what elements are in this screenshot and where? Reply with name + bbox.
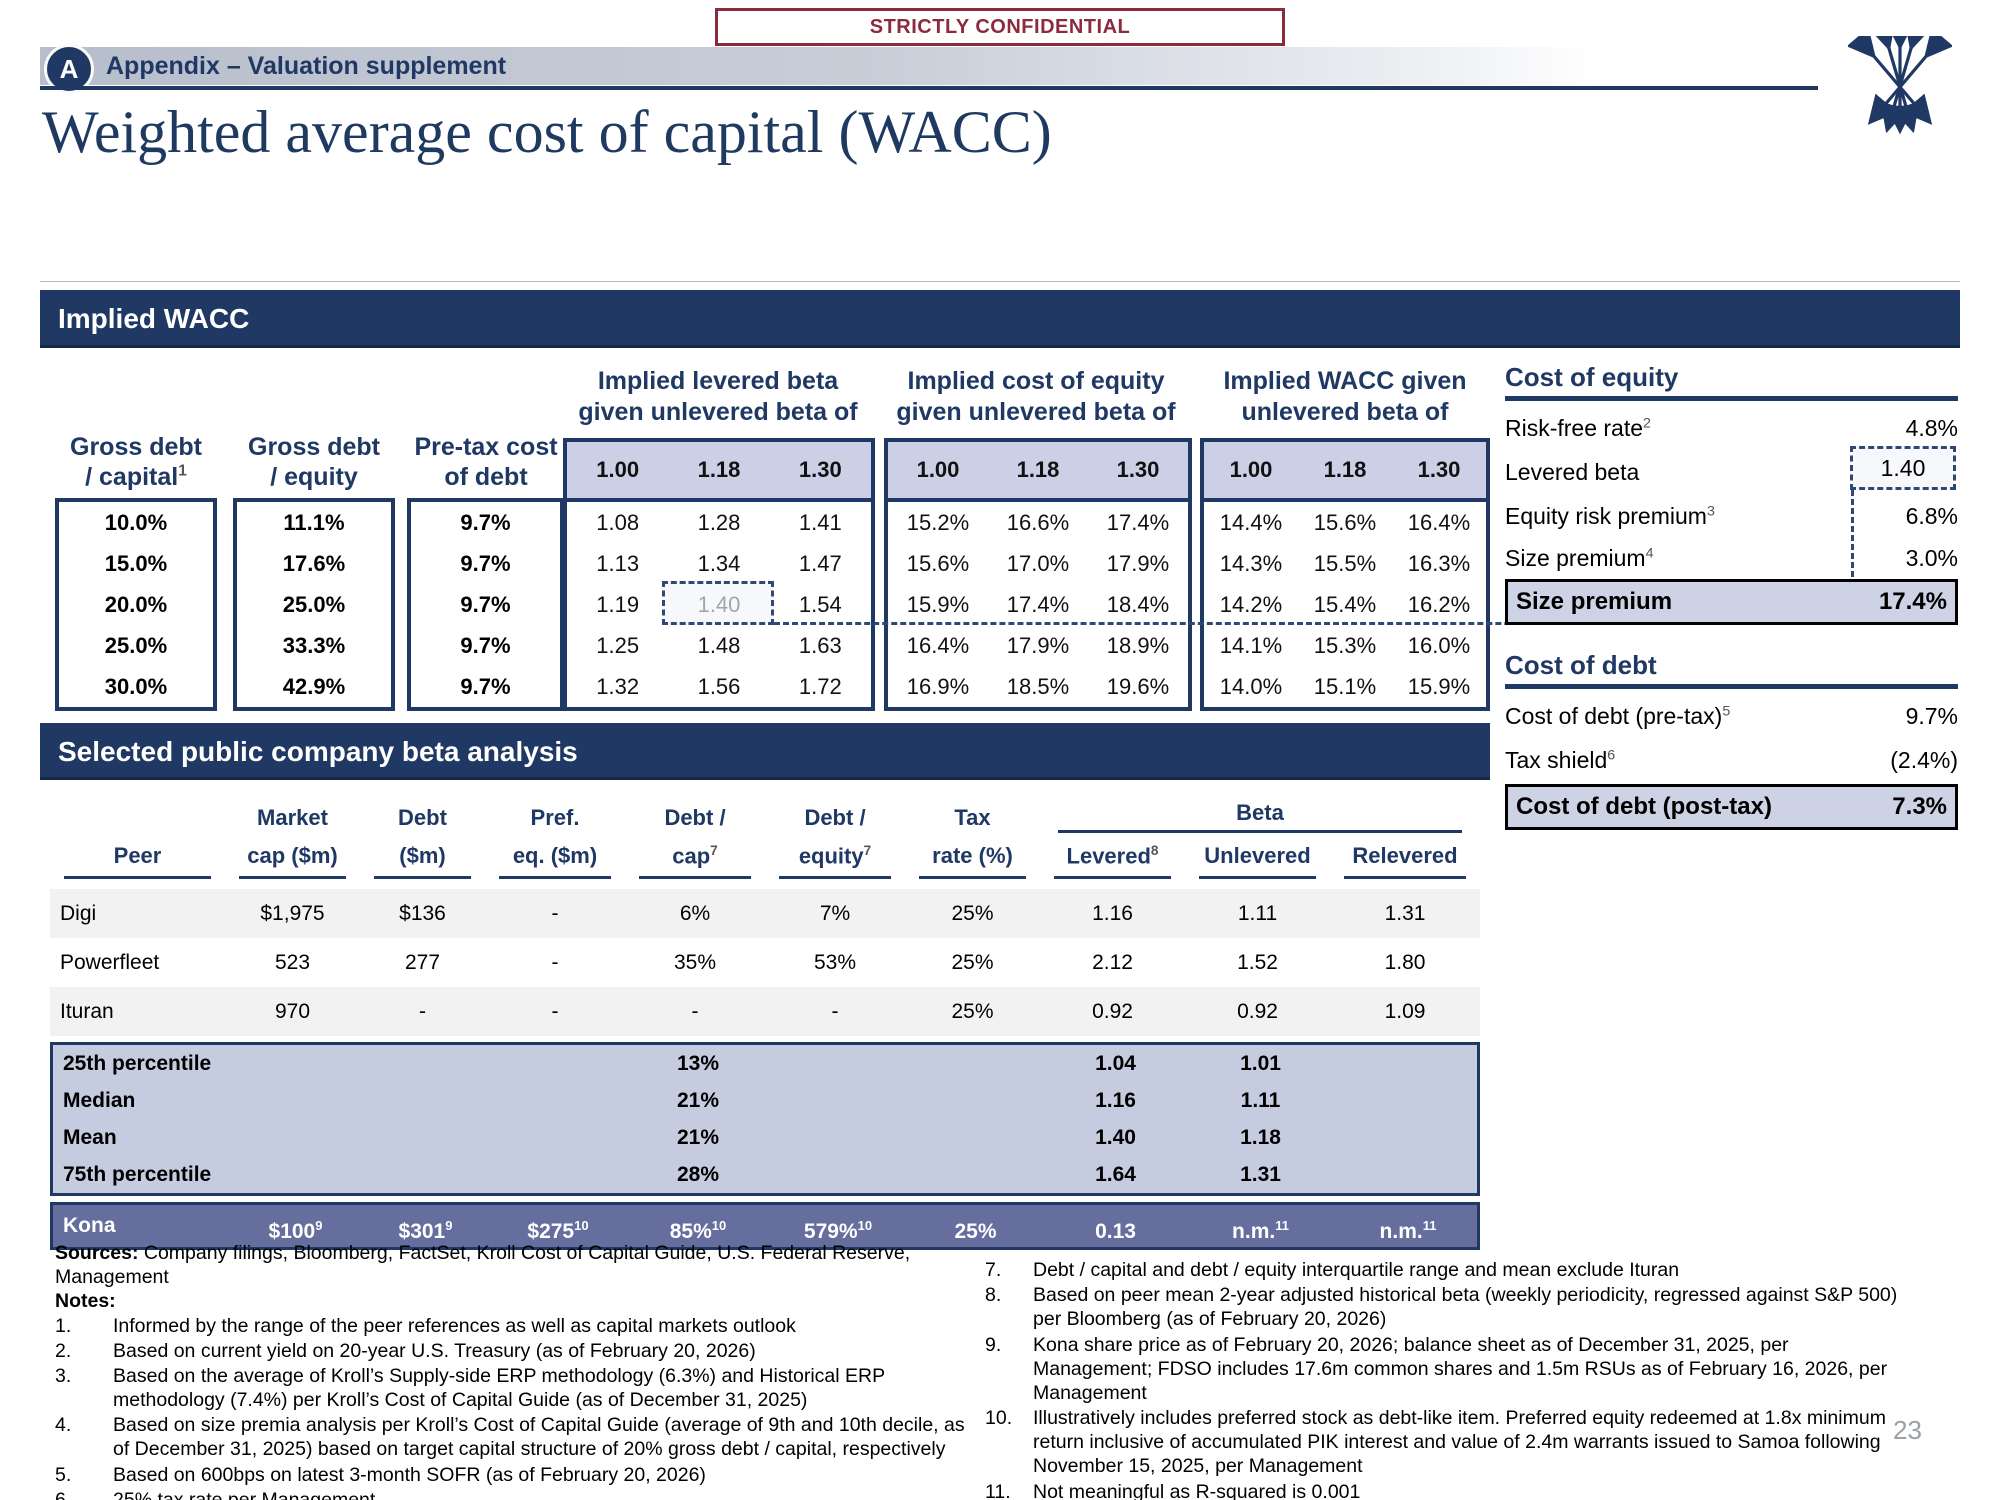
appendix-badge: A: [44, 44, 94, 94]
peer-beta-table: Market Debt Pref. Debt / Debt / Tax Beta…: [50, 793, 1480, 1251]
table-row: 14.3% 15.5% 16.3%: [1219, 551, 1471, 576]
risk-free-rate-value: 4.8%: [1905, 414, 1958, 441]
peer-table-header-top: Market Debt Pref. Debt / Debt / Tax Beta: [50, 793, 1480, 833]
stats-row-median: Median 21% 1.16 1.11: [63, 1089, 1281, 1113]
col-header-gross-debt-capital: Gross debt / capital1: [70, 433, 202, 491]
table-row: 1.32 1.56 1.72: [596, 674, 842, 699]
levered-beta-value-box: 1.40: [1850, 446, 1956, 490]
peer-row-digi: Digi $1,975 $136-6% 7% 25% 1.16 1.11 1.31: [50, 889, 1480, 939]
footnote: 7. Debt / capital and debt / equity inter…: [985, 1259, 1680, 1281]
peer-table-header-bottom: Peer cap ($m) ($m) eq. ($m) cap7 equity7…: [50, 833, 1480, 880]
row-tax-shield: Tax shield6 (2.4%): [1505, 746, 1958, 773]
table-row: 14.0% 15.1% 15.9%: [1219, 674, 1471, 699]
stats-row-25th: 25th percentile 13% 1.04 1.01: [63, 1052, 1281, 1076]
stats-row-75th: 75th percentile 28% 1.64 1.31: [63, 1163, 1281, 1187]
tax-shield-value: (2.4%): [1890, 746, 1958, 773]
percentile-summary-box: 25th percentile 13% 1.04 1.01 Median 21%…: [50, 1042, 1480, 1197]
footnote: 1. Informed by the range of the peer refe…: [55, 1314, 796, 1337]
group-title-levered-beta: Implied levered beta given unlevered bet…: [578, 367, 858, 426]
footnote: 2. Based on current yield on 20-year U.S.…: [55, 1339, 756, 1362]
col-header-gross-debt-equity: Gross debt / equity: [248, 433, 380, 491]
footnote: 3. Based on the average of Kroll’s Supply…: [55, 1364, 885, 1412]
arrows-logo-icon: [1848, 36, 1952, 135]
table-row: 1.13 1.34 1.47: [596, 551, 842, 576]
kona-row-box: Kona $1009 $3019 $27510 85%10 579%10 25%…: [50, 1202, 1480, 1251]
footnotes-right: 7. Debt / capital and debt / equity inter…: [985, 1258, 1910, 1500]
appendix-badge-letter: A: [59, 53, 79, 84]
table-row: 15.6% 17.0% 17.9%: [906, 551, 1170, 576]
table-implied-cost-of-equity: 1.00 1.18 1.30 15.2% 16.6% 17.4% 15.6% 17.0% 1…: [884, 438, 1192, 711]
table-gross-debt-equity: 11.1% 17.6% 25.0% 33.3% 42.9%: [233, 498, 395, 711]
footnote: 4. Based on size premia analysis per Krol…: [55, 1414, 965, 1461]
kona-row: Kona $1009 $3019 $27510 85%10 579%10 25%…: [63, 1214, 1437, 1244]
table-pretax-cost-of-debt: 9.7% 9.7% 9.7% 9.7% 9.7%: [407, 498, 564, 711]
dashed-connector-horizontal: [774, 622, 1853, 625]
row-equity-risk-premium: Equity risk premium3 6.8%: [1505, 502, 1958, 529]
row-size-premium: Size premium4 3.0%: [1505, 544, 1958, 571]
table-row: 16.9% 18.5% 19.6%: [906, 674, 1170, 699]
footnote: 10. Illustratively includes preferred sto…: [985, 1407, 1886, 1478]
divider: [40, 281, 1960, 282]
dashed-connector-vertical: [1851, 490, 1854, 622]
sources-line: Sources: Company filings, Bloomberg, Fac…: [55, 1242, 911, 1289]
size-premium-value: 3.0%: [1905, 544, 1958, 571]
table-row: 14.4% 15.6% 16.4%: [1219, 510, 1471, 535]
table-row: 15.9% 17.4% 18.4%: [906, 592, 1170, 617]
table-gross-debt-capital: 10.0% 15.0% 20.0% 25.0% 30.0%: [55, 498, 217, 711]
cost-of-debt-pretax-value: 9.7%: [1905, 702, 1958, 729]
footnotes-left: Sources: Company filings, Bloomberg, Fac…: [55, 1241, 980, 1500]
table-row: 15.2% 16.6% 17.4%: [906, 510, 1170, 535]
section-bar-implied-wacc: Implied WACC: [40, 290, 1960, 348]
cost-of-debt-rule: [1505, 684, 1958, 689]
cost-of-equity-total-value: 17.4%: [1878, 588, 1947, 615]
row-risk-free-rate: Risk-free rate2 4.8%: [1505, 414, 1958, 441]
section-header-band: [40, 47, 1596, 85]
stats-row-mean: Mean 21% 1.40 1.18: [63, 1126, 1281, 1150]
cost-of-debt-title: Cost of debt: [1505, 650, 1657, 680]
footnote: 11. Not meaningful as R-squared is 0.001: [985, 1480, 1361, 1500]
notes-label: Notes:: [55, 1290, 116, 1313]
table-row: 14.2% 15.4% 16.2%: [1219, 592, 1471, 617]
confidential-badge: STRICTLY CONFIDENTIAL: [715, 8, 1285, 46]
table-row: 14.1% 15.3% 16.0%: [1219, 633, 1471, 658]
table-row: 1.25 1.48 1.63: [596, 633, 842, 658]
beta-group-header: Beta: [1058, 800, 1462, 833]
page-number: 23: [1893, 1415, 1922, 1445]
section-bar-beta-analysis: Selected public company beta analysis: [40, 723, 1490, 780]
row-levered-beta: Levered beta: [1505, 458, 1640, 485]
group-title-cost-of-equity: Implied cost of equity given unlevered b…: [896, 367, 1176, 426]
levered-beta-value: 1.40: [1880, 454, 1926, 481]
cost-of-equity-title: Cost of equity: [1505, 362, 1679, 392]
page-title: Weighted average cost of capital (WACC): [42, 99, 1052, 165]
cost-of-equity-total-row: Size premium 17.4%: [1505, 579, 1958, 625]
header-rule: [40, 86, 1818, 90]
table-implied-wacc: 1.00 1.18 1.30 14.4% 15.6% 16.4% 14.3% 15.5% 1…: [1200, 438, 1490, 711]
peer-row-powerfleet: Powerfleet 523 277-35% 53% 25% 2.12 1.52 1.80: [60, 951, 1426, 975]
cost-of-debt-total-value: 7.3%: [1892, 793, 1947, 820]
highlight-dashed-box-levered-beta: [662, 581, 774, 625]
confidential-text: STRICTLY CONFIDENTIAL: [869, 15, 1131, 38]
equity-risk-premium-value: 6.8%: [1905, 502, 1958, 529]
table-row: 16.4% 17.9% 18.9%: [906, 633, 1170, 658]
cost-of-equity-rule: [1505, 396, 1958, 401]
footnote: 9. Kona share price as of February 20, 20…: [985, 1333, 1888, 1404]
table-row: 1.08 1.28 1.41: [596, 510, 842, 535]
cost-of-debt-total-row: Cost of debt (post-tax) 7.3%: [1505, 784, 1958, 830]
footnote: 6. 25% tax rate per Management: [55, 1488, 376, 1500]
group-title-implied-wacc: Implied WACC given unlevered beta of: [1223, 367, 1467, 426]
appendix-label: Appendix – Valuation supplement: [106, 52, 507, 80]
footnote: 8. Based on peer mean 2-year adjusted his…: [985, 1284, 1898, 1331]
footnote: 5. Based on 600bps on latest 3-month SOFR…: [55, 1463, 706, 1486]
peer-row-ituran: Ituran 970- - - -25% 0.92 0.92 1.09: [50, 987, 1480, 1037]
table-implied-levered-beta: 1.00 1.18 1.30 1.08 1.28 1.41 1.13 1.34 1.47 1…: [563, 438, 875, 711]
col-header-pretax-cost-of-debt: Pre-tax cost of debt: [414, 433, 558, 491]
row-cost-of-debt-pretax: Cost of debt (pre-tax)5 9.7%: [1505, 702, 1958, 729]
